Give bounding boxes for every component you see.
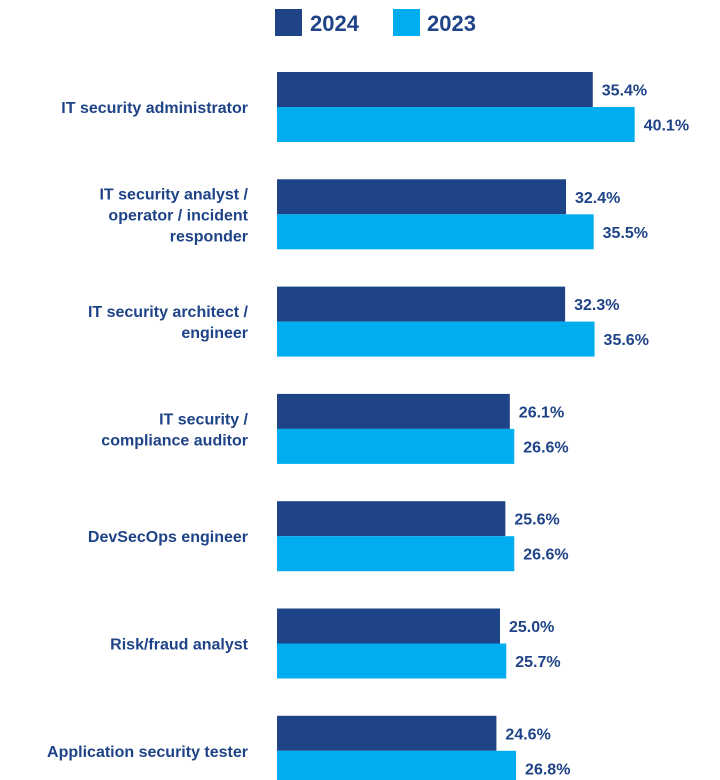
data-label-2023: 35.5% xyxy=(603,225,648,242)
bar-2024 xyxy=(277,393,510,429)
data-label-2024: 32.3% xyxy=(574,297,619,314)
bar-2024 xyxy=(277,179,567,215)
category-label: DevSecOps engineer xyxy=(88,529,248,546)
data-label-2023: 35.6% xyxy=(604,332,649,349)
data-label-2023: 26.6% xyxy=(523,547,568,564)
bar-2023 xyxy=(277,536,515,572)
legend: 2024 2023 xyxy=(275,9,476,36)
legend-swatch-2024 xyxy=(275,9,302,36)
data-label-2023: 40.1% xyxy=(644,118,689,135)
bar-2024 xyxy=(277,72,593,107)
category-labels: IT security administrator IT security ana… xyxy=(47,100,249,761)
data-label-2024: 25.0% xyxy=(509,619,554,636)
data-label-2023: 26.8% xyxy=(525,761,570,778)
data-label-2023: 25.7% xyxy=(515,654,560,671)
bar-2024 xyxy=(277,608,500,644)
bar-2023 xyxy=(277,214,594,250)
category-label: IT security administrator xyxy=(61,100,248,117)
bar-2024 xyxy=(277,501,506,537)
data-label-2024: 26.1% xyxy=(519,404,564,421)
data-label-2024: 35.4% xyxy=(602,83,647,100)
category-label: IT security / compliance auditor xyxy=(101,411,248,449)
category-label: IT security analyst / operator / incident… xyxy=(99,186,248,245)
value-labels: 35.4% 40.1% 32.4% 35.5% 32.3% 35.6% 26.1% 26.6%… xyxy=(505,83,689,779)
legend-label-2023: 2023 xyxy=(427,11,476,36)
category-label: Application security tester xyxy=(47,744,248,761)
bar-2023 xyxy=(277,643,507,679)
bar-2023 xyxy=(277,321,595,357)
data-label-2024: 24.6% xyxy=(505,726,550,743)
data-label-2024: 32.4% xyxy=(575,190,620,207)
data-label-2023: 26.6% xyxy=(523,439,568,456)
bars xyxy=(277,72,635,780)
legend-label-2024: 2024 xyxy=(310,11,360,36)
bar-2024 xyxy=(277,286,566,322)
data-label-2024: 25.6% xyxy=(514,512,559,529)
bar-2024 xyxy=(277,715,497,751)
category-label: Risk/fraud analyst xyxy=(110,637,249,654)
legend-swatch-2023 xyxy=(393,9,420,36)
bar-2023 xyxy=(277,107,635,142)
bar-2023 xyxy=(277,428,515,464)
bar-2023 xyxy=(277,750,517,780)
category-label: IT security architect / engineer xyxy=(88,304,249,342)
